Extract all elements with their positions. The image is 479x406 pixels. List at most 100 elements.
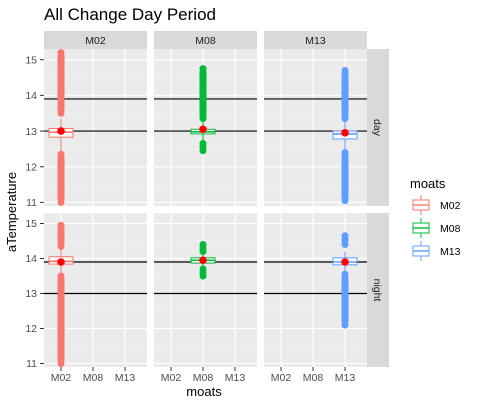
column-strip-M02: M02: [44, 31, 147, 49]
outlier-point: [341, 241, 349, 248]
axes-layer: 11 12 13 14 15 11 12 13 14 15 M02 M08 M13 M02 M08 M13 M0…: [25, 54, 355, 384]
boxplot-M02-day: [48, 49, 74, 206]
panel-background: [264, 49, 367, 206]
outlier-point: [341, 232, 349, 240]
legend-title: moats: [410, 176, 446, 191]
column-strip-background: [154, 31, 257, 49]
outlier-point: [57, 198, 65, 206]
outlier-point: [341, 270, 349, 278]
y-tick-label: 14: [25, 253, 37, 265]
outlier-point: [57, 150, 65, 158]
outlier-band: [57, 154, 65, 203]
panel-M02-day: [44, 49, 147, 206]
outlier-point: [57, 49, 65, 57]
column-strip-label: M02: [85, 35, 106, 47]
row-strip-label: day: [371, 119, 383, 137]
boxplot-M13-night: [332, 232, 358, 329]
outlier-point: [341, 197, 349, 205]
boxplot-M13-day: [332, 66, 358, 205]
outlier-band: [341, 152, 349, 201]
outliers-low: [199, 140, 207, 155]
column-strip-label: M08: [195, 35, 216, 47]
outlier-band: [57, 52, 65, 114]
y-axis-label: aTemperature: [4, 172, 19, 252]
row-strip-label: night: [371, 279, 383, 302]
x-tick-label: M02: [271, 372, 292, 384]
outlier-band: [341, 70, 349, 119]
y-tick-label: 11: [26, 197, 37, 209]
outlier-point: [57, 109, 65, 117]
x-tick-label: M13: [335, 372, 356, 384]
outliers-high: [199, 241, 207, 255]
outliers-low: [341, 270, 349, 329]
legend: moats M02 M08 M13: [410, 176, 461, 262]
mean-point: [341, 129, 349, 137]
outliers-low: [57, 150, 65, 206]
y-tick-label: 13: [25, 288, 37, 300]
panel-M08-night: [154, 213, 257, 367]
row-strip-background: [367, 213, 389, 367]
outlier-band: [57, 225, 65, 247]
legend-label: M13: [440, 246, 461, 258]
outlier-point: [57, 221, 65, 229]
outlier-point: [57, 272, 65, 280]
y-tick-label: 13: [25, 126, 37, 138]
row-strip-day: day: [367, 49, 389, 206]
chart-title: All Change Day Period: [44, 5, 216, 24]
x-tick-label: M13: [225, 372, 246, 384]
outlier-point: [199, 265, 207, 273]
column-strip-label: M13: [305, 35, 326, 47]
outliers-high: [341, 66, 349, 123]
row-strip-background: [367, 49, 389, 206]
mean-point: [199, 256, 207, 265]
y-tick-label: 12: [25, 161, 37, 173]
outliers-high: [341, 232, 349, 248]
outlier-point: [199, 140, 207, 148]
boxplot-M02-night: [48, 221, 74, 367]
boxplot-M08-night: [190, 241, 216, 280]
row-strip-night: night: [367, 213, 389, 367]
outlier-band: [199, 68, 207, 119]
column-strip-M08: M08: [154, 31, 257, 49]
y-tick-label: 15: [25, 218, 37, 230]
mean-point: [341, 258, 349, 266]
y-tick-label: 14: [25, 90, 37, 102]
outliers-high: [57, 49, 65, 117]
outlier-point: [199, 241, 207, 248]
column-strip-M13: M13: [264, 31, 367, 49]
mean-point: [199, 125, 207, 134]
legend-label: M08: [440, 223, 461, 235]
x-tick-label: M08: [193, 372, 214, 384]
y-tick-label: 11: [26, 358, 37, 370]
legend-label: M02: [440, 200, 461, 212]
mean-point: [57, 258, 65, 266]
panel-background: [154, 213, 257, 367]
outlier-point: [199, 272, 207, 280]
panel-M08-day: [154, 49, 257, 206]
x-axis-label: moats: [186, 384, 222, 399]
outlier-point: [57, 360, 65, 367]
outlier-band: [341, 274, 349, 325]
panel-M02-night: [44, 213, 147, 367]
outliers-high: [199, 65, 207, 123]
outlier-point: [199, 147, 207, 155]
y-tick-label: 12: [25, 323, 37, 335]
x-tick-label: M02: [161, 372, 182, 384]
panels-layer: [44, 49, 367, 367]
legend-entry-M13: M13: [410, 240, 461, 262]
y-tick-label: 15: [25, 54, 37, 66]
boxplot-M08-day: [190, 65, 216, 155]
outlier-point: [341, 66, 349, 74]
outliers-low: [341, 148, 349, 205]
outlier-band: [57, 276, 65, 364]
legend-entry-M02: M02: [410, 194, 461, 216]
outlier-point: [199, 248, 207, 255]
x-tick-label: M08: [83, 372, 104, 384]
outlier-point: [341, 115, 349, 123]
legend-entry-M08: M08: [410, 217, 461, 239]
outliers-low: [57, 272, 65, 367]
outlier-point: [57, 242, 65, 250]
x-tick-label: M02: [51, 372, 72, 384]
outlier-point: [341, 321, 349, 329]
